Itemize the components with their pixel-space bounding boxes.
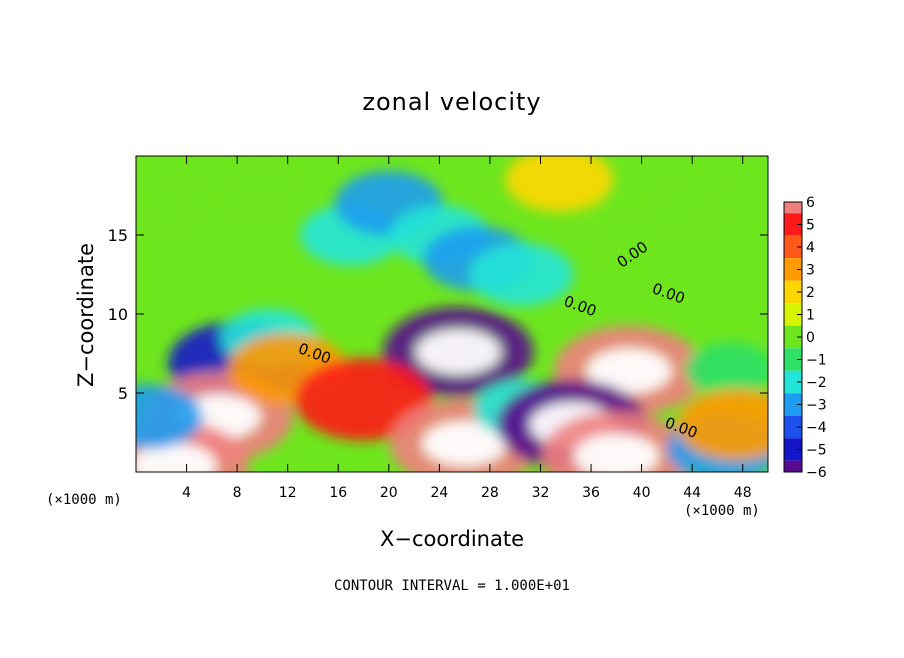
x-unit-label-right: (×1000 m)	[684, 503, 760, 519]
x-tick-label: 12	[279, 485, 297, 501]
velocity-feature	[650, 178, 735, 229]
colorbar-tick-label: 6	[806, 195, 815, 211]
colorbar-tick-label: −1	[806, 353, 827, 369]
x-tick-label: 36	[582, 485, 600, 501]
velocity-feature	[136, 384, 203, 450]
colorbar-swatch	[784, 235, 802, 259]
x-tick-label: 48	[734, 485, 752, 501]
y-tick-label: 15	[108, 226, 128, 245]
velocity-feature	[294, 357, 433, 441]
x-tick-label: 8	[233, 485, 242, 501]
velocity-feature	[577, 211, 656, 259]
velocity-feature	[136, 178, 204, 229]
colorbar-tick-label: 1	[806, 308, 815, 324]
colorbar-tick-label: 3	[806, 263, 815, 279]
colorbar-tick-label: −2	[806, 375, 827, 391]
colorbar-swatch	[784, 325, 802, 349]
colorbar-tick-label: 4	[806, 240, 815, 256]
saturated-core	[136, 443, 217, 472]
saturated-core	[415, 329, 501, 375]
colorbar-tick-label: 0	[806, 330, 815, 346]
velocity-feature	[221, 162, 304, 213]
colorbar-swatch	[784, 202, 802, 214]
colorbar-swatch	[784, 393, 802, 416]
x-tick-label: 44	[683, 485, 701, 501]
x-tick-label: 24	[430, 485, 448, 501]
colorbar-tick-label: −4	[806, 420, 827, 436]
saturated-core	[573, 433, 659, 472]
x-axis-label: X−coordinate	[380, 527, 524, 551]
colorbar-swatch	[784, 438, 802, 461]
x-tick-label: 28	[481, 485, 499, 501]
colorbar-tick-label: 5	[806, 218, 815, 234]
velocity-feature	[469, 243, 574, 306]
colorbar-tick-label: −5	[806, 443, 827, 459]
velocity-feature	[676, 388, 768, 461]
colorbar-tick-label: −6	[806, 465, 827, 481]
velocity-feature	[505, 156, 614, 213]
colorbar-swatch	[784, 370, 802, 394]
colorbar-swatch	[784, 348, 802, 371]
contour-interval-note: CONTOUR INTERVAL = 1.000E+01	[333, 578, 570, 594]
chart-title: zonal velocity	[362, 88, 542, 116]
x-unit-label-left: (×1000 m)	[46, 492, 122, 508]
x-tick-label: 40	[633, 485, 651, 501]
y-tick-label: 5	[118, 384, 128, 403]
x-tick-label: 4	[182, 485, 191, 501]
saturated-core	[422, 421, 508, 467]
colorbar-tick-label: −3	[806, 398, 827, 414]
x-tick-label: 20	[380, 485, 398, 501]
x-tick-label: 16	[329, 485, 347, 501]
colorbar-swatch	[784, 460, 802, 472]
saturated-core	[586, 348, 672, 394]
velocity-feature	[685, 342, 768, 397]
colorbar-swatch	[784, 303, 802, 326]
colorbar-swatch	[784, 415, 802, 439]
colorbar-swatch	[784, 258, 802, 281]
x-tick-label: 32	[532, 485, 550, 501]
colorbar-swatch	[784, 213, 802, 236]
colorbar-tick-label: 2	[806, 285, 815, 301]
y-axis-label: Z−coordinate	[74, 243, 98, 387]
colorbar-swatch	[784, 280, 802, 304]
y-tick-label: 10	[108, 305, 128, 324]
